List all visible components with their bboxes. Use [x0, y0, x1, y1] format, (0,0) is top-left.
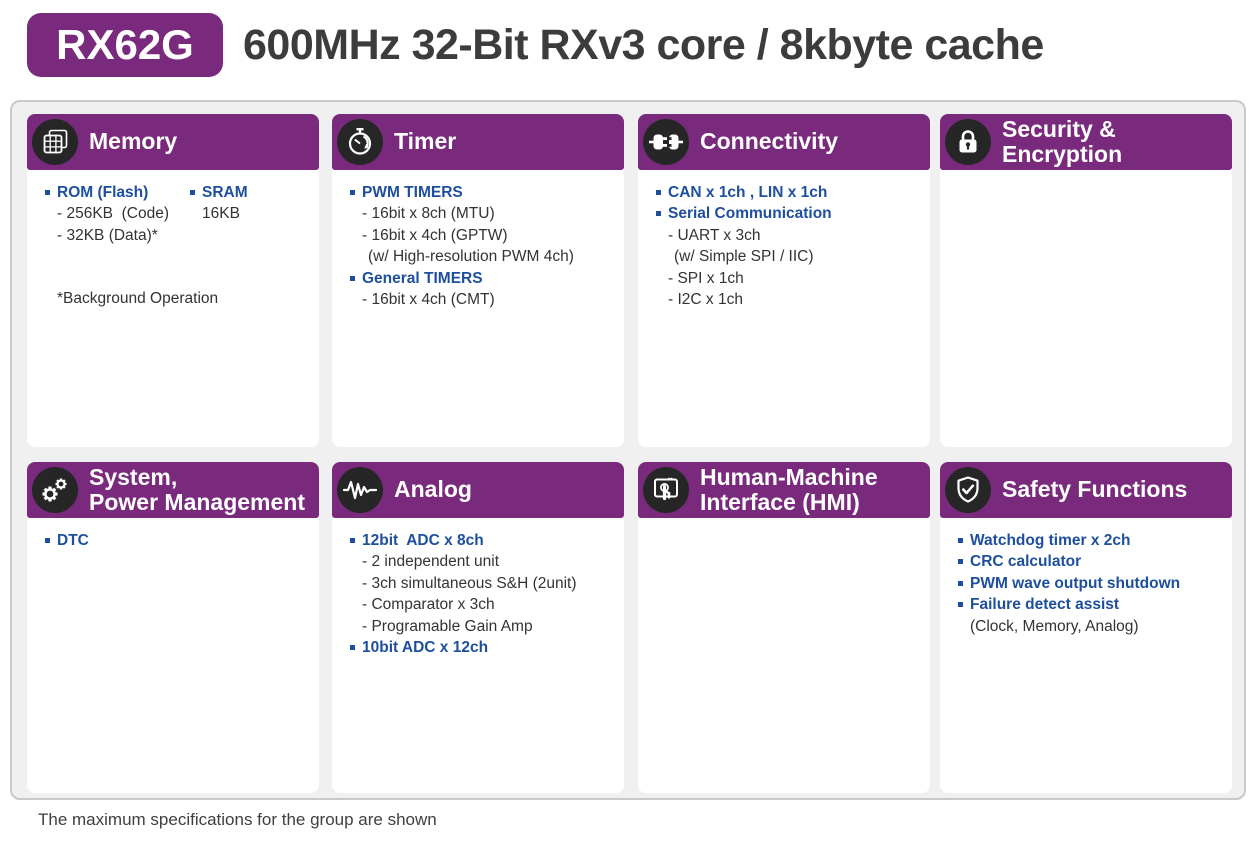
product-badge: RX62G [27, 13, 223, 77]
memory-rom-heading: ROM (Flash) [44, 182, 189, 203]
card-system: System, Power Management DTC [27, 462, 319, 793]
padlock-icon [945, 119, 991, 165]
spec-item: CAN x 1ch , LIN x 1ch [655, 182, 922, 203]
memory-sram-line: 16KB [202, 205, 240, 223]
card-memory: Memory ROM (Flash) - 256KB (Code) - 32KB… [27, 114, 319, 447]
card-hmi: Human-Machine Interface (HMI) [638, 462, 930, 793]
page-headline: 600MHz 32-Bit RXv3 core / 8kbyte cache [243, 20, 1044, 69]
card-safety-title: Safety Functions [1002, 476, 1188, 503]
card-hmi-title-line1: Human-Machine [700, 463, 878, 490]
spec-item: - 16bit x 4ch (GPTW) [362, 226, 508, 244]
card-hmi-header: Human-Machine Interface (HMI) [638, 462, 930, 518]
card-timer-content: PWM TIMERS - 16bit x 8ch (MTU) - 16bit x… [332, 170, 624, 310]
card-security-title: Security & Encryption [1002, 115, 1123, 168]
card-hmi-content [638, 518, 930, 530]
page-footnote: The maximum specifications for the group… [38, 810, 437, 829]
card-safety-content: Watchdog timer x 2ch CRC calculator PWM … [940, 518, 1232, 637]
card-security-title-line2: Encryption [1002, 141, 1123, 167]
spec-item: - 16bit x 8ch (MTU) [362, 205, 495, 223]
gears-icon [32, 467, 78, 513]
card-connectivity-title: Connectivity [700, 128, 839, 155]
card-safety: Safety Functions Watchdog timer x 2ch CR… [940, 462, 1232, 793]
spec-item: 10bit ADC x 12ch [349, 637, 616, 658]
spec-item: - 16bit x 4ch (CMT) [362, 290, 495, 308]
card-connectivity: Connectivity CAN x 1ch , LIN x 1ch Seria… [638, 114, 930, 447]
spec-item: - SPI x 1ch [668, 269, 744, 287]
card-connectivity-header: Connectivity [638, 114, 930, 170]
spec-item: - 2 independent unit [362, 553, 500, 571]
spec-item: (Clock, Memory, Analog) [970, 617, 1139, 635]
spec-item: 12bit ADC x 8ch [349, 530, 616, 551]
memory-rom-line: - 32KB (Data)* [57, 226, 158, 244]
spec-item: - Comparator x 3ch [362, 596, 495, 614]
card-timer: Timer PWM TIMERS - 16bit x 8ch (MTU) - 1… [332, 114, 624, 447]
memory-sram-heading: SRAM [189, 182, 311, 203]
spec-item: General TIMERS [349, 268, 616, 289]
card-analog-content: 12bit ADC x 8ch - 2 independent unit - 3… [332, 518, 624, 658]
card-memory-title: Memory [89, 128, 178, 155]
spec-item: - 3ch simultaneous S&H (2unit) [362, 574, 577, 592]
spec-item: DTC [44, 530, 311, 551]
card-analog-header: Analog [332, 462, 624, 518]
card-system-title: System, Power Management [89, 463, 305, 516]
spec-item: - Programable Gain Amp [362, 617, 533, 635]
card-system-content: DTC [27, 518, 319, 551]
card-system-title-line1: System, [89, 463, 178, 490]
card-security-title-line1: Security & [1002, 115, 1116, 142]
waveform-icon [337, 467, 383, 513]
card-analog-title: Analog [394, 476, 472, 503]
card-hmi-title-line2: Interface (HMI) [700, 489, 860, 515]
spec-item: Failure detect assist [957, 594, 1224, 615]
memory-grid-icon [32, 119, 78, 165]
spec-item: - I2C x 1ch [668, 290, 743, 308]
touch-screen-icon [643, 467, 689, 513]
stopwatch-icon [337, 119, 383, 165]
card-analog: Analog 12bit ADC x 8ch - 2 independent u… [332, 462, 624, 793]
card-system-header: System, Power Management [27, 462, 319, 518]
card-timer-header: Timer [332, 114, 624, 170]
card-connectivity-content: CAN x 1ch , LIN x 1ch Serial Communicati… [638, 170, 930, 310]
spec-item: CRC calculator [957, 551, 1224, 572]
card-hmi-title: Human-Machine Interface (HMI) [700, 463, 878, 516]
plug-icon [643, 119, 689, 165]
card-security-header: Security & Encryption [940, 114, 1232, 170]
card-memory-content: ROM (Flash) - 256KB (Code) - 32KB (Data)… [27, 170, 319, 310]
spec-item: (w/ High-resolution PWM 4ch) [368, 248, 574, 266]
card-timer-title: Timer [394, 128, 457, 155]
card-security-content [940, 170, 1232, 182]
spec-item: Watchdog timer x 2ch [957, 530, 1224, 551]
memory-rom-line: - 256KB (Code) [57, 205, 169, 223]
card-system-title-line2: Power Management [89, 489, 305, 515]
spec-item: Serial Communication [655, 203, 922, 224]
spec-item: PWM TIMERS [349, 182, 616, 203]
spec-item: (w/ Simple SPI / IIC) [674, 248, 814, 266]
spec-panel: Memory ROM (Flash) - 256KB (Code) - 32KB… [10, 100, 1246, 800]
spec-item: - UART x 3ch [668, 226, 761, 244]
memory-footnote: *Background Operation [57, 290, 219, 308]
spec-item: PWM wave output shutdown [957, 573, 1224, 594]
shield-check-icon [945, 467, 991, 513]
card-safety-header: Safety Functions [940, 462, 1232, 518]
card-memory-header: Memory [27, 114, 319, 170]
card-security: Security & Encryption [940, 114, 1232, 447]
